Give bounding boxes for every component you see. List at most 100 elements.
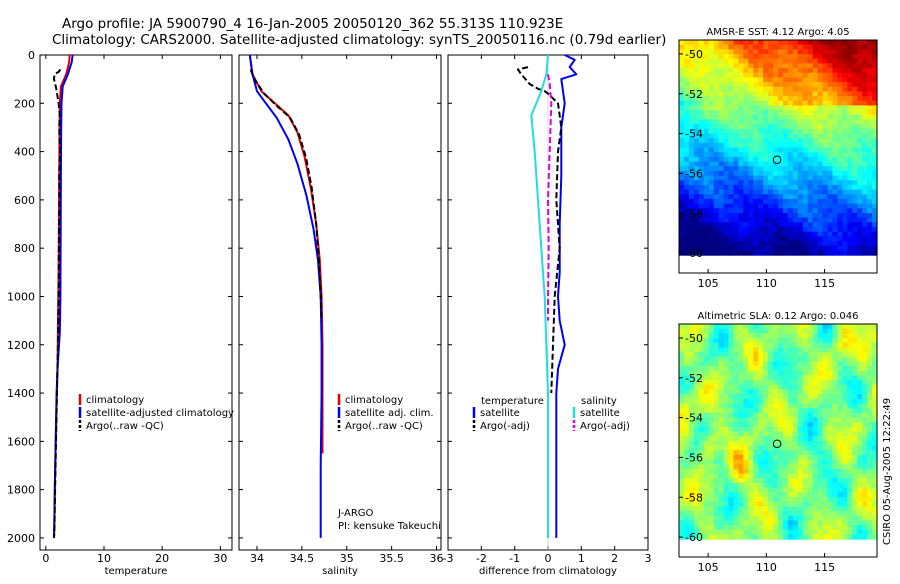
map-cell	[743, 324, 749, 330]
map-cell	[758, 501, 764, 507]
map-cell	[698, 68, 705, 74]
map-cell	[768, 184, 774, 191]
map-cell	[842, 356, 848, 363]
map-cell	[802, 417, 809, 423]
map-cell	[778, 501, 784, 507]
map-cell	[812, 184, 819, 191]
map-cell	[773, 478, 779, 484]
map-cell	[723, 100, 730, 107]
map-cell	[832, 217, 838, 223]
map-cell	[708, 408, 715, 414]
map-cell	[787, 525, 794, 531]
map-cell	[768, 161, 774, 167]
map-cell	[832, 412, 838, 419]
map-cell	[852, 227, 858, 233]
map-cell	[852, 166, 858, 172]
map-cell	[822, 119, 829, 125]
map-cell	[852, 436, 858, 442]
map-cell	[852, 58, 858, 64]
map-cell	[787, 236, 794, 242]
map-cell	[693, 72, 700, 79]
map-cell	[797, 222, 804, 228]
map-cell	[698, 361, 705, 367]
map-cell	[753, 398, 759, 405]
map-cell	[773, 492, 779, 498]
map-cell	[723, 110, 730, 116]
map-cell	[857, 110, 863, 116]
map-cell	[738, 454, 744, 461]
map-cell	[792, 40, 799, 46]
map-cell	[827, 40, 834, 46]
map-cell	[842, 352, 848, 358]
map-cell	[867, 398, 873, 405]
map-cell	[847, 417, 853, 423]
map-cell	[817, 347, 824, 353]
map-cell	[872, 128, 878, 135]
map-cell	[792, 511, 799, 517]
map-cell	[857, 245, 863, 252]
map-cell	[748, 417, 754, 423]
map-cell	[718, 245, 725, 252]
map-cell	[763, 170, 769, 177]
map-cell	[807, 380, 814, 386]
map-cell	[852, 384, 858, 391]
map-cell	[733, 49, 739, 55]
map-cell	[679, 189, 685, 195]
map-cell	[748, 403, 754, 409]
map-cell	[703, 77, 710, 83]
map-cell	[758, 450, 764, 456]
map-cell	[797, 422, 804, 428]
map-cell	[817, 529, 824, 536]
map-cell	[718, 82, 725, 88]
map-cell	[743, 529, 749, 536]
map-cell	[862, 245, 868, 252]
map-cell	[698, 394, 705, 400]
map-cell	[797, 236, 804, 242]
map-cell	[817, 152, 824, 158]
map-cell	[698, 241, 705, 247]
map-cell	[679, 245, 685, 252]
map-cell	[738, 380, 744, 386]
map-cell	[768, 370, 774, 377]
map-cell	[872, 356, 878, 363]
map-cell	[847, 482, 853, 489]
map-cell	[718, 501, 725, 507]
map-cell	[753, 389, 759, 395]
map-cell	[807, 250, 814, 256]
map-cell	[698, 58, 705, 64]
map-cell	[837, 40, 843, 46]
map-cell	[728, 91, 735, 97]
map-cell	[713, 328, 720, 334]
map-cell	[872, 529, 878, 536]
map-cell	[708, 170, 715, 177]
map-cell	[713, 422, 720, 428]
map-cell	[768, 394, 774, 400]
map-cell	[723, 49, 730, 55]
map-cell	[857, 506, 863, 512]
map-cell	[679, 133, 685, 139]
map-cell	[768, 506, 774, 512]
map-cell	[842, 511, 848, 517]
map-cell	[812, 412, 819, 419]
map-cell	[753, 459, 759, 465]
map-cell	[753, 403, 759, 409]
map-cell	[837, 250, 843, 256]
map-cell	[768, 198, 774, 205]
map-cell	[862, 478, 868, 484]
map-cell	[872, 338, 878, 344]
map-cell	[792, 431, 799, 437]
map-cell	[728, 394, 735, 400]
map-cell	[842, 534, 848, 540]
map-cell	[728, 119, 735, 125]
map-cell	[718, 361, 725, 367]
map-cell	[703, 227, 710, 233]
map-cell	[723, 408, 730, 414]
map-cell	[792, 417, 799, 423]
map-cell	[738, 534, 744, 540]
map-cell	[743, 213, 749, 219]
map-cell	[763, 511, 769, 517]
map-cell	[693, 184, 700, 191]
map-cell	[713, 361, 720, 367]
map-cell	[787, 356, 794, 363]
map-cell	[817, 454, 824, 461]
